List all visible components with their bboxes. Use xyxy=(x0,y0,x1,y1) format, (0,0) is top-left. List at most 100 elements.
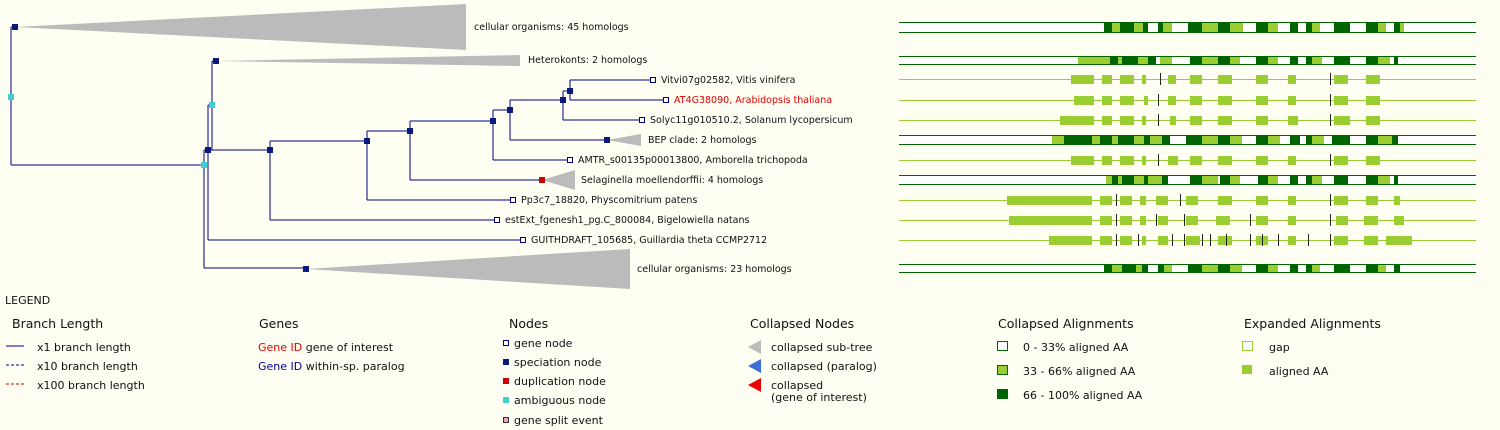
aligned-segment xyxy=(1190,156,1202,165)
aligned-segment xyxy=(1078,56,1110,65)
tree-label[interactable]: Heterokonts: 2 homologs xyxy=(528,55,647,66)
aligned-segment xyxy=(1071,156,1094,165)
speciation-node[interactable] xyxy=(567,88,573,94)
aligned-segment xyxy=(1218,56,1230,65)
aligned-segment xyxy=(1120,22,1134,33)
aligned-segment xyxy=(1268,135,1280,145)
tree-label[interactable]: estExt_fgenesh1_pg.C_800084, Bigelowiell… xyxy=(505,215,750,226)
aligned-segment xyxy=(1074,96,1094,105)
aligned-segment xyxy=(1256,96,1268,105)
ambiguous-node[interactable] xyxy=(201,162,207,168)
aligned-segment xyxy=(1120,156,1134,165)
aligned-segment xyxy=(1268,264,1278,273)
tree-label[interactable]: Vitvi07g02582, Vitis vinifera xyxy=(661,75,795,86)
aligned-segment xyxy=(1334,96,1348,105)
speciation-node[interactable] xyxy=(407,128,413,134)
gene-node[interactable] xyxy=(650,77,656,83)
branch-x1-swatch xyxy=(6,345,24,347)
tree-label[interactable]: BEP clade: 2 homologs xyxy=(648,135,756,146)
tree-label[interactable]: GUITHDRAFT_105685, Guillardia theta CCMP… xyxy=(531,235,767,246)
duplication-node-icon xyxy=(503,378,509,384)
collapsed-subtree-icon[interactable] xyxy=(306,249,630,289)
collapsed-subtree-icon[interactable] xyxy=(216,55,520,66)
aligned-segment xyxy=(1102,156,1112,165)
speciation-node[interactable] xyxy=(560,97,566,103)
tree-label[interactable]: Selaginella moellendorffii: 4 homologs xyxy=(581,175,763,186)
gene-node[interactable] xyxy=(663,97,669,103)
aligned-segment xyxy=(1230,264,1242,273)
aligned-segment xyxy=(1334,196,1348,205)
aligned-segment xyxy=(1190,75,1202,84)
aligned-segment xyxy=(1186,135,1202,145)
tree-label-gene-of-interest[interactable]: AT4G38090, Arabidopsis thaliana xyxy=(674,95,832,106)
aligned-segment xyxy=(1394,175,1398,185)
ambiguous-node[interactable] xyxy=(209,102,215,108)
gene-node[interactable] xyxy=(567,157,573,163)
alignment-track xyxy=(899,175,1476,185)
speciation-node[interactable] xyxy=(205,147,211,153)
speciation-node[interactable] xyxy=(507,107,513,113)
aligned-segment xyxy=(1158,22,1163,33)
aligned-segment xyxy=(1202,175,1218,185)
aligned-segment xyxy=(1106,175,1112,185)
speciation-node-icon xyxy=(503,359,509,365)
collapsed-subtree-icon[interactable] xyxy=(607,134,641,146)
collapsed-subtree-icon[interactable] xyxy=(15,4,466,50)
legend-item: gene split event xyxy=(514,414,603,427)
speciation-node[interactable] xyxy=(12,24,18,30)
speciation-node[interactable] xyxy=(364,138,370,144)
legend-heading: Nodes xyxy=(509,316,549,331)
aligned-segment xyxy=(1100,216,1112,225)
speciation-node[interactable] xyxy=(490,118,496,124)
aligned-segment xyxy=(1268,22,1278,33)
aligned-segment xyxy=(1156,196,1168,205)
tree-label[interactable]: Solyc11g010510.2, Solanum lycopersicum xyxy=(650,115,853,126)
aligned-segment xyxy=(1144,175,1148,185)
tree-label[interactable]: AMTR_s00135p00013800, Amborella trichopo… xyxy=(578,155,808,166)
aligned-segment xyxy=(1118,56,1122,65)
aligned-segment xyxy=(1378,56,1390,65)
gene-node[interactable] xyxy=(494,217,500,223)
tree-nodes xyxy=(8,24,669,272)
gene-node[interactable] xyxy=(639,117,645,123)
aligned-segment xyxy=(1092,135,1100,145)
aligned-segment xyxy=(1230,135,1242,145)
speciation-node[interactable] xyxy=(213,58,219,64)
aligned-segment xyxy=(1104,264,1112,273)
gene-node[interactable] xyxy=(520,237,526,243)
aligned-segment xyxy=(1334,75,1348,84)
aligned-segment xyxy=(1256,135,1268,145)
aligned-segment xyxy=(1120,216,1132,225)
aligned-segment xyxy=(1256,116,1268,125)
aligned-segment xyxy=(1366,264,1378,273)
tree-label[interactable]: cellular organisms: 45 homologs xyxy=(474,22,629,33)
alignment-track xyxy=(899,56,1476,65)
aligned-segment xyxy=(1366,116,1380,125)
aligned-segment xyxy=(1230,22,1243,33)
tree-label[interactable]: Pp3c7_18820, Physcomitrium patens xyxy=(521,195,697,206)
aligned-segment xyxy=(1134,175,1144,185)
gene-node[interactable] xyxy=(510,197,516,203)
aligned-segment xyxy=(1366,175,1378,185)
aligned-segment xyxy=(1218,75,1232,84)
duplication-node[interactable] xyxy=(539,177,545,183)
aligned-segment xyxy=(1009,216,1092,225)
legend-item: duplication node xyxy=(514,375,606,388)
aligned-segment xyxy=(1112,135,1118,145)
speciation-node[interactable] xyxy=(303,266,309,272)
aligned-segment xyxy=(1168,75,1176,84)
speciation-node[interactable] xyxy=(267,147,273,153)
aligned-segment xyxy=(1102,75,1112,84)
ambiguous-node[interactable] xyxy=(8,94,14,100)
aligned-segment xyxy=(1158,236,1168,245)
aligned-segment xyxy=(1366,156,1380,165)
aligned-segment xyxy=(1306,22,1312,33)
aligned-segment xyxy=(1218,264,1230,273)
aligned-segment xyxy=(1258,175,1268,185)
aligned-segment xyxy=(1400,22,1404,33)
collapsed-subtree-icon[interactable] xyxy=(542,170,575,190)
aligned-segment xyxy=(1256,156,1268,165)
speciation-node[interactable] xyxy=(604,137,610,143)
aligned-segment xyxy=(1218,96,1232,105)
tree-label[interactable]: cellular organisms: 23 homologs xyxy=(637,264,792,275)
